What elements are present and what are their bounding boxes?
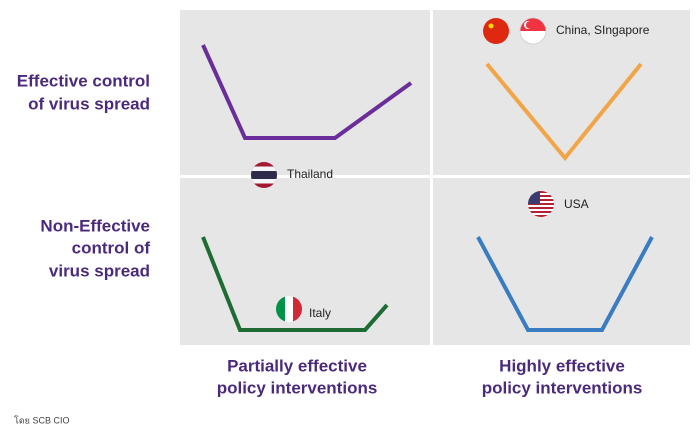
row-label: control of bbox=[72, 238, 151, 257]
country-label: USA bbox=[564, 197, 589, 211]
source: โดย SCB CIO bbox=[14, 415, 69, 425]
column-label: Highly effective bbox=[499, 356, 625, 375]
column-label: policy interventions bbox=[217, 378, 378, 397]
panel bbox=[433, 178, 690, 345]
flag-singapore bbox=[519, 17, 547, 45]
country-label: China, SIngapore bbox=[556, 23, 650, 37]
panel bbox=[180, 178, 430, 345]
country-label: Italy bbox=[309, 306, 331, 320]
panel bbox=[180, 10, 430, 175]
row-label: of virus spread bbox=[28, 94, 150, 113]
flag-thailand bbox=[251, 162, 277, 188]
row-label: Effective control bbox=[17, 71, 150, 90]
panel bbox=[433, 10, 690, 175]
flag-italy bbox=[276, 296, 302, 322]
row-label: virus spread bbox=[49, 261, 150, 280]
column-label: policy interventions bbox=[482, 378, 643, 397]
column-label: Partially effective bbox=[227, 356, 367, 375]
flag-usa bbox=[528, 191, 554, 217]
country-label: Thailand bbox=[287, 167, 333, 181]
trend-line bbox=[476, 236, 654, 332]
flag-china bbox=[483, 18, 509, 44]
trend-line bbox=[485, 62, 643, 162]
row-label: Non-Effective bbox=[40, 216, 150, 235]
trend-line bbox=[201, 236, 389, 332]
trend-line bbox=[201, 44, 413, 140]
